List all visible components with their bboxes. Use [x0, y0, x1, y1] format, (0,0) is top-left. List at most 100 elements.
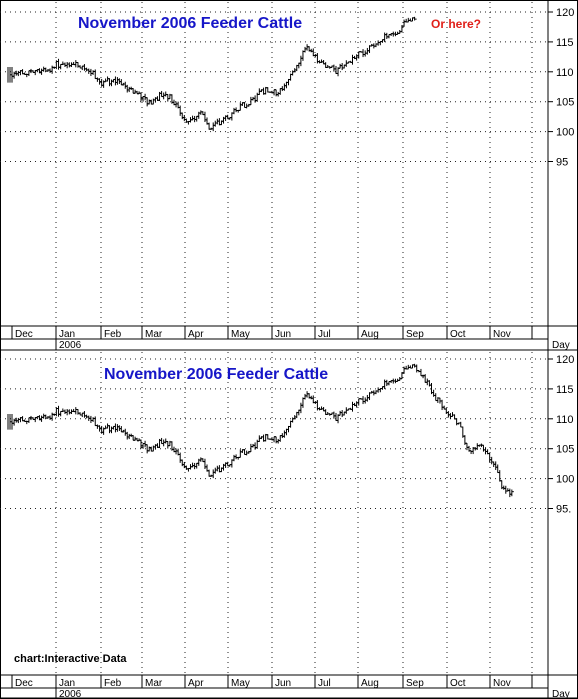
price-bar	[481, 444, 486, 452]
price-tick-label: 105	[556, 444, 574, 456]
price-bar	[95, 424, 100, 429]
price-bar	[234, 454, 239, 460]
month-label: Jan	[59, 329, 75, 340]
month-label: Jul	[318, 678, 331, 689]
price-bar	[88, 415, 93, 424]
price-bar	[211, 469, 216, 479]
month-label: Dec	[15, 678, 33, 689]
price-bar	[14, 417, 19, 423]
price-tick-label: 110	[556, 67, 574, 79]
price-bar	[198, 457, 203, 462]
source-label: chart:Interactive Data	[14, 653, 127, 665]
price-bar	[119, 79, 124, 86]
price-bar	[107, 78, 112, 87]
price-bar	[418, 368, 423, 377]
price-bar	[242, 449, 247, 455]
price-bar	[414, 364, 419, 373]
chart-title: November 2006 Feeder Cattle	[78, 15, 302, 32]
price-bar	[75, 61, 80, 68]
price-bar	[365, 47, 370, 55]
price-bar	[475, 443, 480, 450]
price-bar	[127, 433, 132, 440]
price-bar	[207, 469, 212, 477]
price-bar	[109, 79, 114, 87]
price-bar	[211, 122, 216, 132]
price-bar	[91, 70, 96, 75]
price-bar	[159, 437, 164, 445]
price-bar	[65, 62, 70, 69]
price-bar	[350, 54, 355, 65]
price-bar	[238, 102, 243, 111]
price-bar	[75, 408, 80, 415]
month-label: Feb	[104, 678, 122, 689]
year-label: 2006	[59, 689, 82, 699]
price-bar	[63, 409, 67, 414]
price-bar	[272, 89, 277, 96]
month-label: Apr	[188, 329, 204, 340]
price-bar	[386, 381, 391, 386]
price-bar	[182, 114, 187, 122]
price-bar	[161, 92, 166, 100]
price-bar	[242, 102, 247, 108]
price-bar	[93, 69, 98, 80]
price-bar	[56, 405, 61, 417]
price-bars	[10, 363, 514, 498]
price-bar	[448, 413, 453, 419]
price-bar	[91, 417, 96, 422]
price-bar	[234, 107, 239, 113]
price-bar	[190, 115, 195, 121]
price-bar	[384, 379, 389, 387]
price-bar	[93, 416, 98, 427]
price-bar	[274, 89, 279, 97]
chart-title: November 2006 Feeder Cattle	[104, 366, 328, 383]
price-bar	[507, 488, 512, 498]
month-label: Aug	[361, 329, 379, 340]
price-bar	[165, 93, 170, 102]
price-bar	[290, 417, 295, 423]
price-bar	[350, 401, 355, 412]
price-bar	[125, 84, 130, 93]
price-bar	[340, 410, 345, 418]
price-bar	[333, 412, 338, 421]
price-bar	[58, 410, 63, 417]
price-bar	[213, 120, 218, 127]
month-label: Jun	[275, 678, 291, 689]
x-axis-label: Day	[552, 689, 570, 699]
month-label: Sep	[406, 678, 424, 689]
price-bar	[298, 55, 303, 67]
price-bar	[16, 70, 21, 77]
price-bar	[361, 49, 366, 58]
price-bar	[248, 96, 253, 106]
price-bar	[231, 454, 236, 462]
price-bar	[280, 433, 285, 439]
price-bar	[309, 395, 314, 400]
price-bar	[82, 64, 87, 71]
price-bar	[402, 19, 407, 27]
annotation-label: Or here?	[431, 17, 481, 31]
price-bar	[56, 58, 61, 70]
price-bar	[16, 417, 21, 424]
price-bar	[50, 412, 55, 421]
price-bar	[88, 68, 93, 77]
price-bar	[58, 63, 63, 70]
price-bar	[109, 426, 114, 434]
price-bar	[180, 459, 185, 467]
price-bar	[386, 34, 391, 39]
price-bar	[338, 410, 343, 416]
price-bar	[115, 424, 120, 432]
price-bar	[276, 91, 281, 97]
price-bar	[202, 458, 207, 469]
price-bar	[67, 62, 72, 68]
price-bar	[305, 391, 310, 398]
price-bar	[361, 396, 366, 405]
price-bar	[113, 423, 118, 433]
price-tick-label: 100	[556, 474, 574, 486]
price-bar	[48, 415, 53, 420]
price-bar	[282, 430, 287, 438]
price-bar	[238, 449, 243, 458]
price-bar	[338, 63, 343, 69]
price-bar	[182, 461, 187, 469]
price-bars	[10, 16, 417, 132]
